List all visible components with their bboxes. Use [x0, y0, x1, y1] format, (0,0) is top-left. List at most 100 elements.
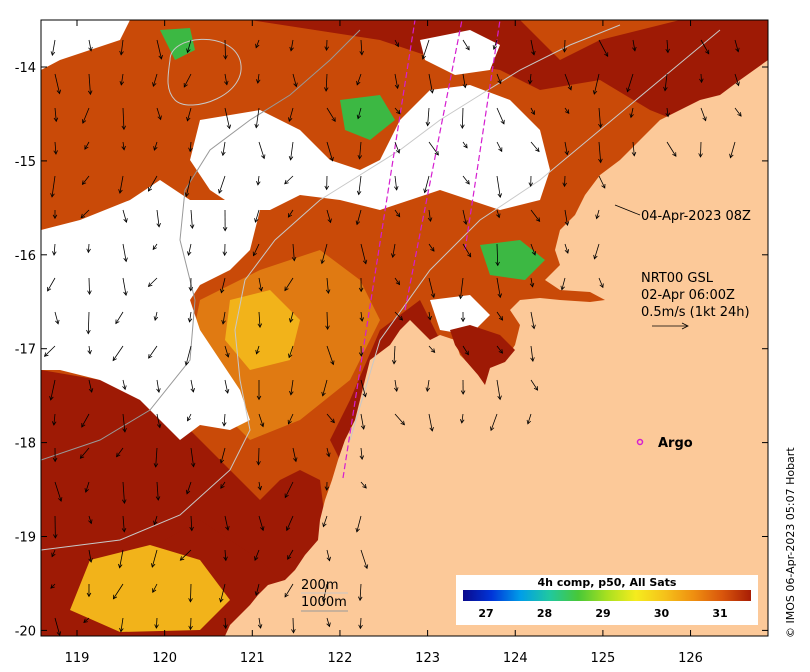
current-arrow — [598, 107, 603, 129]
current-arrow — [53, 515, 58, 539]
colorbar-tick-label: 28 — [537, 607, 552, 620]
current-arrow — [421, 39, 430, 60]
current-arrow — [359, 311, 365, 322]
current-arrow — [598, 141, 603, 164]
current-arrow — [43, 345, 56, 357]
current-arrow — [256, 175, 261, 186]
current-arrow — [88, 379, 94, 393]
current-arrow — [53, 141, 58, 155]
current-arrow — [50, 175, 56, 198]
current-arrow — [220, 481, 226, 489]
latitude-axis: -14 -15 -16 -17 -18 -19 -20 — [15, 61, 768, 639]
current-scale-label: 0.5m/s (1kt 24h) — [641, 305, 750, 320]
current-arrow — [51, 413, 57, 426]
current-arrow — [496, 345, 503, 354]
current-arrow — [289, 311, 294, 323]
current-arrow — [326, 549, 331, 562]
current-arrow — [122, 243, 128, 263]
current-arrow — [394, 141, 401, 154]
depth-1000-label: 1000m — [301, 595, 347, 610]
current-arrow — [665, 39, 670, 54]
current-arrow — [598, 277, 604, 289]
bathymetry-contours — [41, 24, 721, 551]
land-mass — [225, 60, 768, 636]
current-arrow — [462, 243, 472, 258]
current-arrow — [564, 141, 569, 156]
current-arrow — [184, 175, 192, 198]
current-arrow — [258, 277, 264, 292]
colorbar-tick-label: 30 — [654, 607, 670, 620]
current-arrow — [394, 277, 401, 286]
current-arrow — [496, 107, 505, 125]
lat-tick-label: -17 — [15, 343, 36, 358]
current-arrow — [391, 345, 397, 365]
current-arrow — [428, 345, 436, 354]
current-arrow — [631, 141, 637, 157]
lat-tick-label: -14 — [15, 61, 36, 76]
current-arrow — [729, 141, 736, 159]
contour-1000m — [41, 29, 361, 461]
track-line-1 — [342, 20, 416, 479]
current-arrow — [218, 175, 226, 194]
current-arrow — [287, 549, 294, 560]
current-arrow — [80, 209, 90, 219]
current-arrow — [391, 243, 396, 259]
colorbar-title: 4h comp, p50, All Sats — [538, 576, 677, 589]
satellite-tracks — [342, 20, 501, 479]
current-arrow — [564, 107, 570, 115]
current-arrow — [112, 345, 124, 362]
current-arrow — [358, 277, 364, 293]
current-arrow — [185, 481, 192, 495]
current-arrow — [223, 39, 228, 60]
current-arrow — [632, 39, 637, 52]
current-arrow — [152, 73, 158, 87]
current-arrow — [258, 141, 266, 160]
current-arrow — [153, 447, 159, 468]
lat-tick-label: -19 — [15, 531, 36, 546]
current-arrow — [254, 583, 260, 596]
current-arrow — [285, 515, 294, 532]
current-arrow — [287, 209, 294, 218]
current-arrow — [528, 175, 534, 187]
current-arrow — [147, 175, 158, 192]
current-arrow — [183, 73, 192, 88]
current-arrow — [428, 413, 434, 432]
current-arrow — [734, 39, 740, 53]
current-arrow — [83, 617, 90, 624]
current-arrow — [86, 243, 91, 254]
current-arrow — [81, 413, 90, 428]
current-arrow — [221, 311, 226, 325]
cloud-mask-west — [41, 180, 260, 440]
current-arrow — [51, 549, 56, 558]
current-arrow — [156, 413, 162, 429]
current-arrow — [187, 243, 192, 256]
current-arrow — [189, 515, 194, 532]
current-arrow — [186, 107, 192, 122]
current-arrow — [529, 277, 535, 288]
current-arrow — [292, 73, 298, 88]
lon-tick-label: 124 — [503, 651, 528, 666]
current-arrow — [460, 107, 465, 129]
current-arrow — [154, 617, 159, 629]
current-arrow — [462, 175, 470, 185]
current-arrow — [190, 447, 196, 468]
current-arrow — [153, 311, 159, 321]
current-arrow — [530, 209, 541, 223]
current-arrow — [87, 345, 92, 355]
current-arrow — [284, 175, 294, 185]
current-arrow — [358, 345, 364, 357]
current-arrow — [258, 515, 265, 532]
current-arrow — [595, 209, 600, 220]
plot-frame — [40, 19, 769, 637]
current-arrow — [116, 447, 124, 458]
current-arrow — [288, 345, 294, 359]
current-arrow — [530, 345, 535, 362]
lat-tick-label: -15 — [15, 155, 36, 170]
current-arrow — [54, 311, 60, 325]
current-arrow — [81, 107, 90, 124]
timestamp-label: 04-Apr-2023 08Z — [641, 209, 751, 224]
current-arrow — [459, 413, 465, 424]
current-arrow — [394, 209, 401, 218]
current-arrow — [148, 345, 158, 359]
current-arrow — [254, 209, 260, 223]
